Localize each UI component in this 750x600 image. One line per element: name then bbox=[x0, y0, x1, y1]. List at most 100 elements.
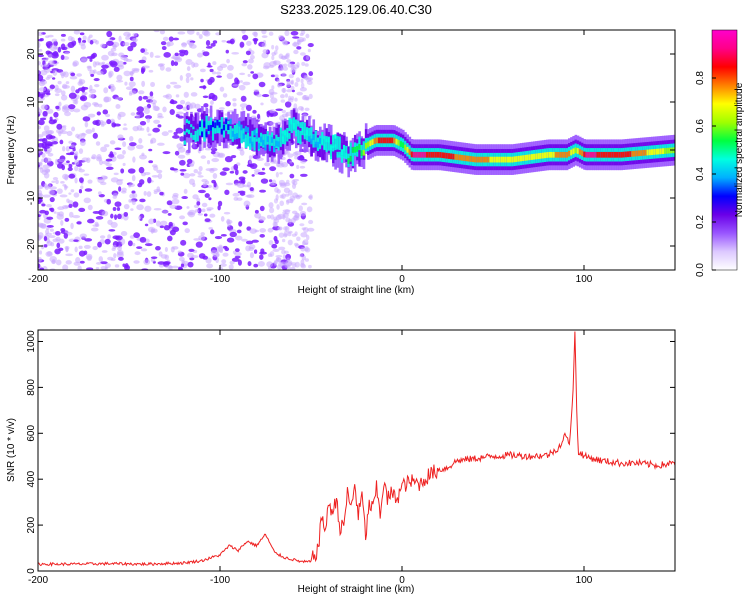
spectrogram-blob bbox=[39, 37, 44, 42]
spectrogram-ridge-cell bbox=[541, 152, 545, 159]
spectrogram-blob bbox=[79, 260, 85, 264]
spectrogram-blob bbox=[209, 213, 216, 218]
spectrogram-ridge-cell bbox=[574, 147, 578, 154]
spectrogram-blob bbox=[248, 58, 254, 64]
colorbar-tick-label: 0.6 bbox=[695, 119, 706, 133]
spectrogram-ridge-cell bbox=[356, 146, 359, 152]
spectrogram-ridge-cell bbox=[622, 151, 626, 158]
spectrogram-blob bbox=[239, 103, 248, 108]
spectrogram-blob bbox=[269, 93, 275, 99]
spectrogram-blob bbox=[279, 115, 285, 122]
spectrogram-blob bbox=[151, 175, 159, 178]
spectrogram-blob bbox=[207, 62, 211, 67]
spectrogram-blob bbox=[103, 87, 109, 94]
spectrogram-blob bbox=[91, 127, 95, 133]
spectrogram-blob bbox=[51, 38, 58, 43]
spectrogram-blob bbox=[278, 246, 286, 251]
spectrogram-blob bbox=[38, 54, 45, 58]
spectrogram-blob bbox=[141, 80, 146, 87]
spectrogram-blob bbox=[67, 35, 73, 42]
spectrogram-ridge-cell bbox=[332, 145, 335, 152]
spectrogram-blob bbox=[160, 254, 168, 259]
spectrogram-blob bbox=[272, 248, 280, 252]
spectrogram-blob bbox=[289, 195, 296, 201]
spectrogram-blob bbox=[128, 92, 133, 96]
spectrogram-blob bbox=[300, 78, 304, 84]
spectrogram-ridge-cell bbox=[445, 152, 449, 159]
spectrogram-blob bbox=[80, 185, 84, 190]
spectrogram-blob bbox=[238, 84, 246, 91]
spectrogram-blob bbox=[113, 66, 120, 72]
spectrogram-blob bbox=[274, 45, 279, 51]
spectrogram-ridge-cell bbox=[493, 156, 497, 163]
spectrogram-blob bbox=[155, 220, 161, 227]
spectrogram-ridge-cell bbox=[284, 129, 287, 136]
spectrogram-ridge-cell bbox=[369, 140, 372, 147]
spectrogram-blob bbox=[128, 183, 135, 188]
spectrogram-ridge-cell bbox=[629, 151, 632, 157]
spectrogram-blob bbox=[129, 193, 135, 199]
spectrogram-blob bbox=[46, 251, 52, 256]
spectrogram-blob bbox=[263, 62, 271, 69]
spectrogram-blob bbox=[48, 60, 55, 66]
spectrogram-ridge-cell bbox=[559, 151, 562, 158]
spectrogram-blob bbox=[51, 139, 55, 142]
spectrogram-blob bbox=[139, 154, 148, 160]
spectrogram-blob bbox=[110, 213, 114, 219]
snr-y-label: SNR (10 * v/v) bbox=[6, 418, 17, 482]
spectrogram-blob bbox=[90, 53, 96, 59]
spectrogram-blob bbox=[200, 78, 204, 83]
spectrogram-ridge-cell bbox=[436, 151, 440, 158]
spectrogram-blob bbox=[154, 55, 161, 59]
spectrogram-blob bbox=[105, 113, 111, 118]
spectrogram-ridge-cell bbox=[554, 151, 558, 158]
spectrogram-blob bbox=[308, 93, 313, 99]
spectrogram-blob bbox=[224, 155, 233, 163]
spectrogram-ridge-cell bbox=[460, 154, 464, 161]
spectrogram-ridge-cell bbox=[332, 134, 335, 149]
spectrogram-ridge-cell bbox=[463, 155, 466, 161]
spectrogram-ridge-cell bbox=[423, 151, 427, 158]
spectrogram-blob bbox=[143, 191, 147, 196]
spectrogram-blob bbox=[259, 189, 266, 193]
spectrogram-blob bbox=[226, 219, 233, 225]
spectrogram-blob bbox=[148, 160, 154, 164]
spectrogram-blob bbox=[292, 180, 298, 186]
spectrogram-blob bbox=[148, 69, 154, 73]
spectrogram-blob bbox=[84, 188, 93, 192]
spectrogram-blob bbox=[242, 170, 248, 174]
spectrogram-blob bbox=[144, 115, 152, 120]
spectrogram-blob bbox=[41, 152, 46, 158]
spectrogram-blob bbox=[300, 106, 304, 112]
spectrogram-ridge-cell bbox=[349, 155, 353, 162]
spectrogram-ridge-cell bbox=[303, 122, 307, 137]
spectrogram-ridge-cell bbox=[384, 137, 388, 144]
spectrogram-blob bbox=[296, 236, 301, 242]
spectrogram-blob bbox=[87, 204, 93, 211]
spectrogram-y-tick-label: -10 bbox=[26, 190, 37, 205]
spectrogram-blob bbox=[290, 79, 295, 85]
spectrogram-blob bbox=[40, 93, 44, 99]
snr-y-tick-label: 600 bbox=[26, 425, 37, 442]
spectrogram-ridge-cell bbox=[194, 113, 198, 135]
spectrogram-blob bbox=[148, 148, 153, 152]
spectrogram-blob bbox=[208, 197, 212, 201]
spectrogram-blob bbox=[54, 88, 63, 94]
spectrogram-x-label: Height of straight line (km) bbox=[298, 285, 415, 296]
spectrogram-blob bbox=[223, 211, 231, 215]
spectrogram-blob bbox=[171, 265, 180, 269]
spectrogram-ridge-cell bbox=[264, 134, 268, 148]
spectrogram-blob bbox=[38, 216, 41, 221]
spectrogram-blob bbox=[188, 103, 193, 110]
spectrogram-blob bbox=[112, 43, 117, 50]
spectrogram-blob bbox=[241, 106, 245, 111]
spectrogram-blob bbox=[72, 99, 78, 104]
spectrogram-blob bbox=[147, 95, 154, 100]
spectrogram-blob bbox=[289, 267, 296, 270]
spectrogram-ridge-cell bbox=[312, 134, 316, 148]
spectrogram-blob bbox=[60, 54, 65, 61]
spectrogram-blob bbox=[146, 191, 152, 197]
spectrogram-ridge-cell bbox=[336, 151, 340, 158]
spectrogram-blob bbox=[278, 35, 285, 40]
spectrogram-blob bbox=[51, 77, 56, 80]
